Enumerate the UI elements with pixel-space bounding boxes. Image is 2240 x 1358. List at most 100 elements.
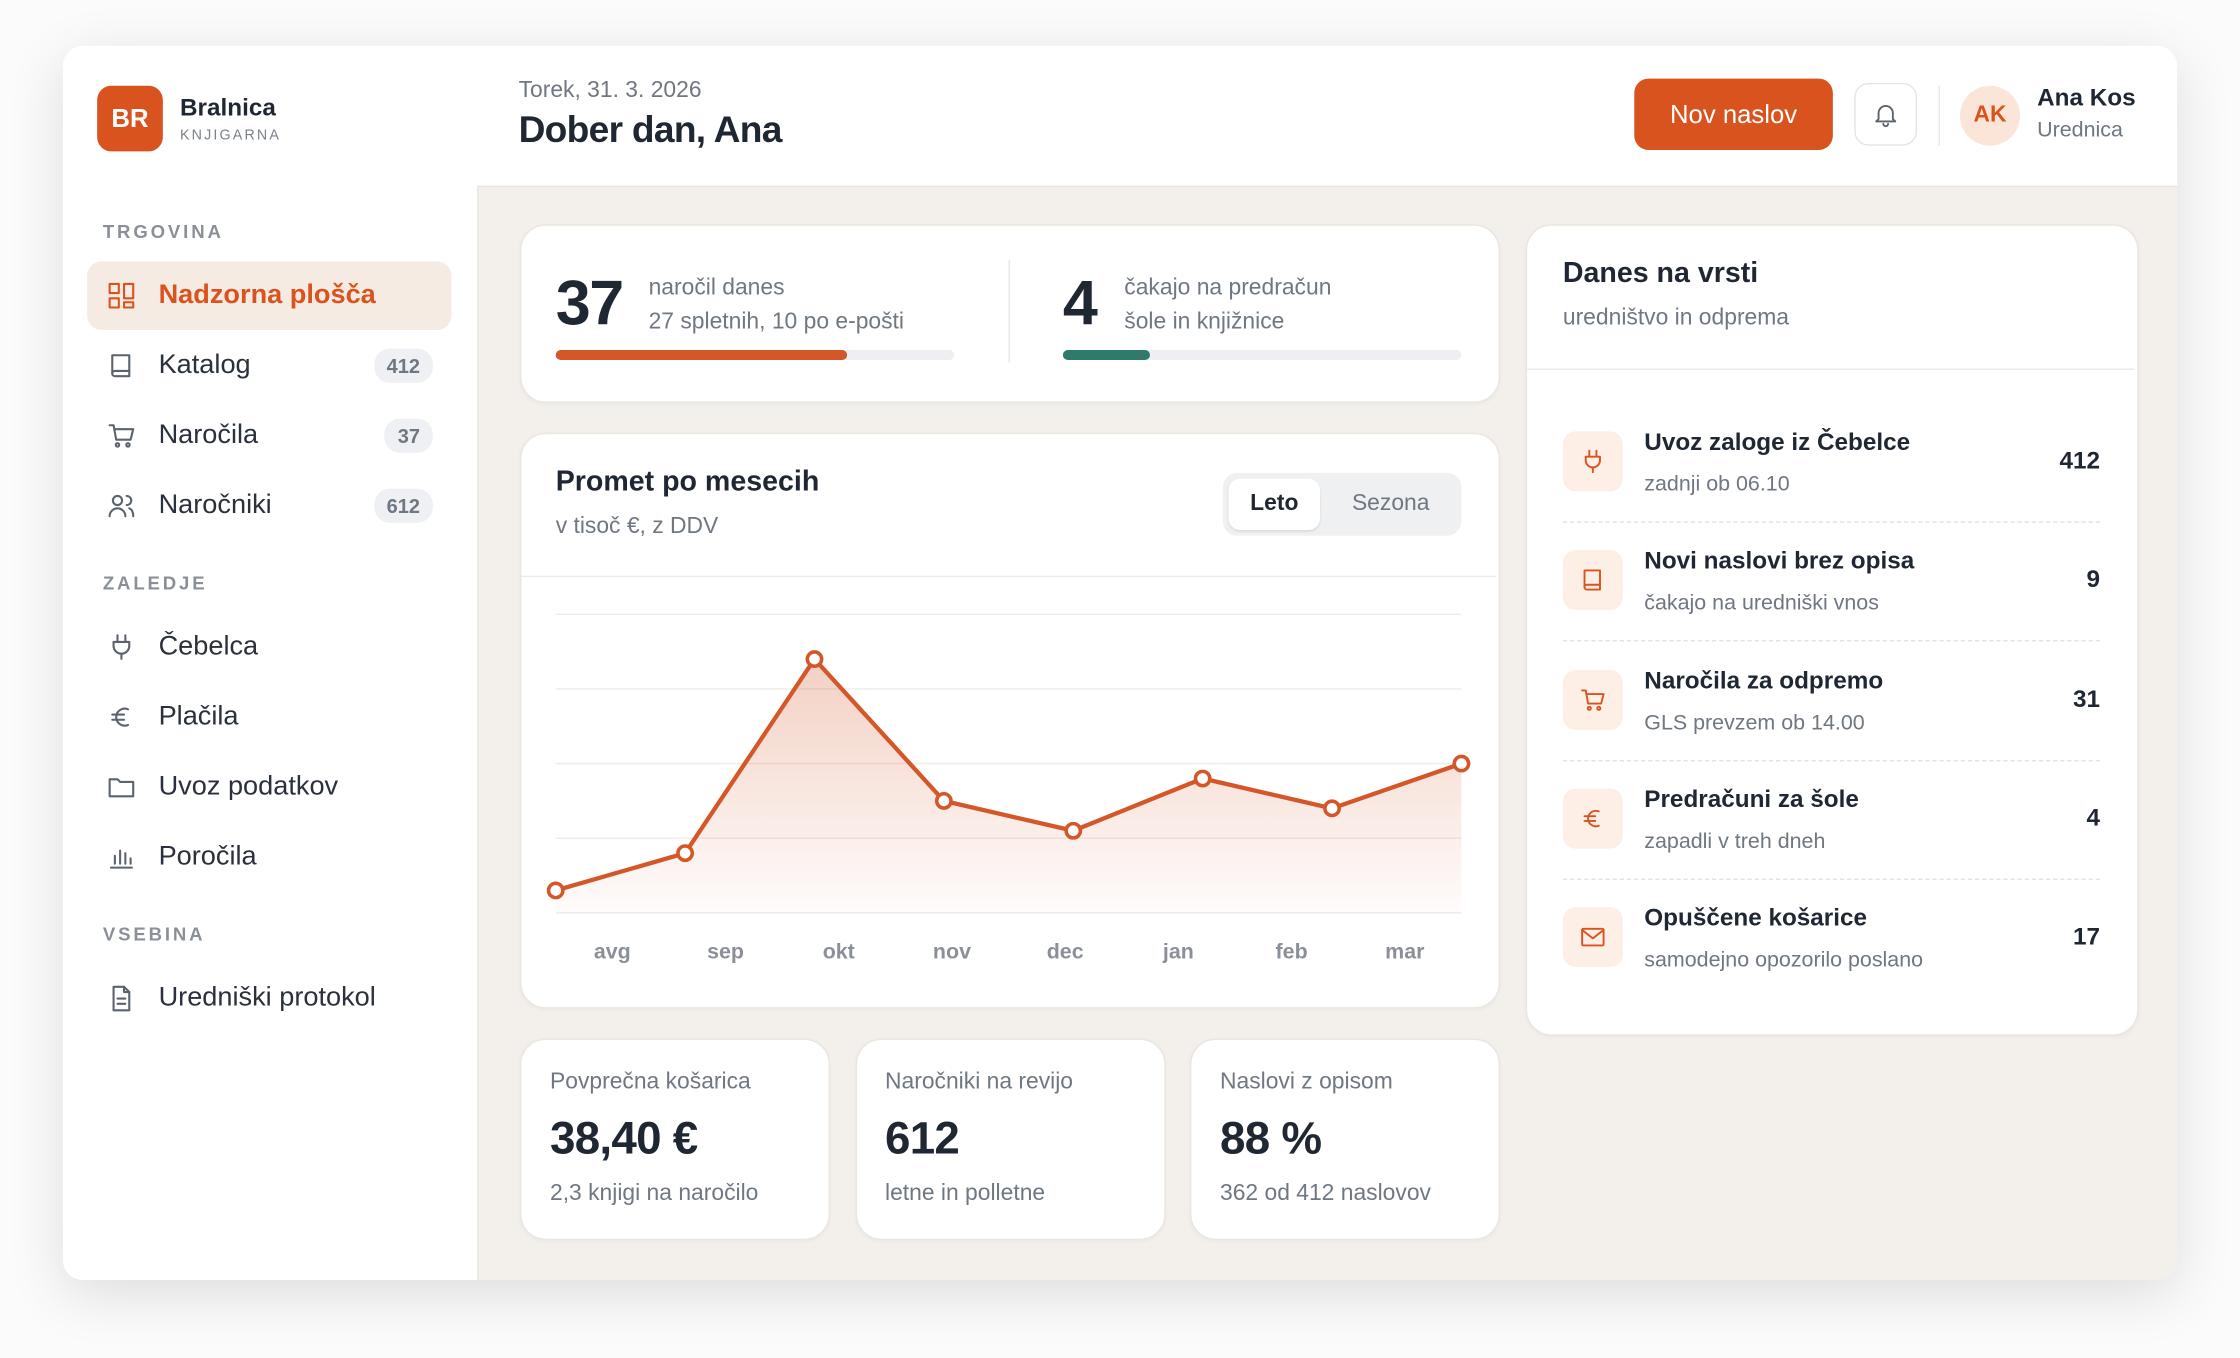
nav-item[interactable]: Naročniki 612 (87, 471, 451, 540)
queue-item-count: 17 (2072, 923, 2100, 951)
summary-line: naročil danes (648, 275, 785, 300)
kpi-value: 612 (884, 1112, 960, 1164)
queue-item-note: čakajo na uredniški vnos (1644, 591, 1879, 616)
nav-label: Katalog (158, 349, 251, 380)
queue-item-count: 9 (2086, 566, 2100, 594)
nav-label: Naročniki (158, 489, 272, 520)
nav-label: Uvoz podatkov (158, 770, 339, 801)
nav-item[interactable]: Naročila 37 (87, 401, 451, 470)
queue-icon (1562, 788, 1623, 849)
queue-item-note: zadnji ob 06.10 (1644, 472, 1790, 497)
queue-icon (1562, 907, 1623, 968)
kpi-value: 88 % (1219, 1112, 1322, 1164)
kpi-label: Naslovi z opisom (1219, 1069, 1393, 1095)
new-title-button[interactable]: Nov naslov (1634, 78, 1833, 150)
icon (108, 777, 135, 797)
nav-label: Nadzorna plošča (158, 279, 376, 310)
summary-line: 27 spletnih, 10 po e-pošti (648, 309, 904, 335)
queue-item-title[interactable]: Naročila za odpremo (1644, 666, 1884, 694)
summary-line: šole in knjižnice (1124, 309, 1285, 335)
kpi-value: 38,40 € (549, 1112, 698, 1164)
kpi-card (1189, 1038, 1500, 1240)
chart-title: Promet po mesecih (555, 466, 820, 498)
nav-section-title: VSEBINA (102, 923, 206, 945)
kpi-note: 362 od 412 naslovov (1219, 1181, 1431, 1206)
icon (1583, 569, 1601, 591)
separator (521, 575, 1496, 578)
kpi-label: Povprečna košarica (549, 1069, 751, 1095)
toggle-option[interactable]: Sezona (1351, 491, 1430, 516)
nav-item[interactable]: Poročila (87, 822, 451, 891)
queue-item-title[interactable]: Opuščene košarice (1644, 904, 1868, 932)
summary-value: 4 (1062, 268, 1098, 339)
user-role: Urednica (2037, 117, 2123, 143)
nav-item[interactable]: Uredniški protokol (87, 964, 451, 1033)
queue-item-title[interactable]: Novi naslovi brez opisa (1644, 547, 1915, 575)
kpi-card (854, 1038, 1165, 1240)
kpi-label: Naročniki na revijo (884, 1069, 1074, 1095)
queue-icon (1562, 669, 1623, 730)
queue-icon (1562, 550, 1623, 611)
brand-logo: BR (97, 85, 163, 152)
progress-fill (1062, 349, 1151, 360)
summary-value: 37 (555, 268, 625, 339)
progress-track (555, 349, 955, 360)
icon (1583, 809, 1600, 828)
icon (1875, 105, 1897, 128)
queue-item-title[interactable]: Uvoz zaloge iz Čebelce (1644, 428, 1911, 456)
nav-label: Plačila (158, 700, 239, 731)
nav-label: Čebelca (158, 630, 259, 661)
sidebar (62, 45, 479, 1280)
divider (1008, 259, 1010, 363)
icon (108, 494, 135, 517)
icon (1581, 688, 1605, 711)
queue-item-note: zapadli v treh dneh (1644, 829, 1826, 854)
progress-fill (555, 349, 847, 360)
summary-line: čakajo na predračun (1124, 275, 1332, 300)
greeting: Dober dan, Ana (518, 107, 783, 151)
nav-badge: 412 (373, 347, 433, 383)
separator (1527, 368, 2135, 370)
kpi-note: letne in polletne (884, 1181, 1046, 1206)
date: Torek, 31. 3. 2026 (518, 78, 702, 103)
queue-item-count: 31 (2072, 685, 2100, 713)
kpi-card (519, 1038, 830, 1240)
icon (109, 848, 133, 868)
separator (1562, 521, 2100, 523)
queue-subtitle: uredništvo in odprema (1562, 305, 1790, 330)
queue-item-count: 412 (2059, 447, 2100, 475)
queue-item-title[interactable]: Predračuni za šole (1644, 785, 1859, 813)
nav-item[interactable]: Uvoz podatkov (87, 752, 451, 821)
icon (1584, 449, 1601, 474)
queue-title: Danes na vrsti (1562, 257, 1759, 290)
nav-badge: 612 (373, 487, 433, 523)
user-name: Ana Kos (2037, 84, 2136, 112)
icon (111, 706, 130, 726)
nav-item[interactable]: Nadzorna plošča (87, 260, 452, 330)
queue-card (1525, 224, 2139, 1036)
queue-icon (1562, 431, 1623, 492)
icon (1581, 928, 1605, 947)
kpi-note: 2,3 knjigi na naročilo (549, 1181, 759, 1206)
brand-tagline: KNJIGARNA (179, 127, 282, 144)
separator (1562, 640, 2100, 642)
separator (1562, 878, 2100, 880)
toggle-option[interactable]: Leto (1228, 478, 1320, 530)
nav-badge: 37 (384, 417, 433, 453)
progress-track (1062, 349, 1462, 360)
notifications-button[interactable] (1854, 82, 1918, 146)
nav-item[interactable]: Katalog 412 (87, 331, 451, 400)
nav-item[interactable]: Čebelca (87, 612, 451, 681)
queue-item-count: 4 (2086, 804, 2100, 832)
icon (112, 633, 131, 660)
nav-item[interactable]: Plačila (87, 682, 451, 751)
avatar[interactable]: AK (1959, 85, 2020, 146)
nav-section-title: TRGOVINA (102, 220, 224, 243)
icon (111, 353, 131, 377)
nav-label: Naročila (158, 419, 259, 450)
icon (108, 282, 135, 308)
nav-section-title: ZALEDJE (102, 572, 208, 594)
